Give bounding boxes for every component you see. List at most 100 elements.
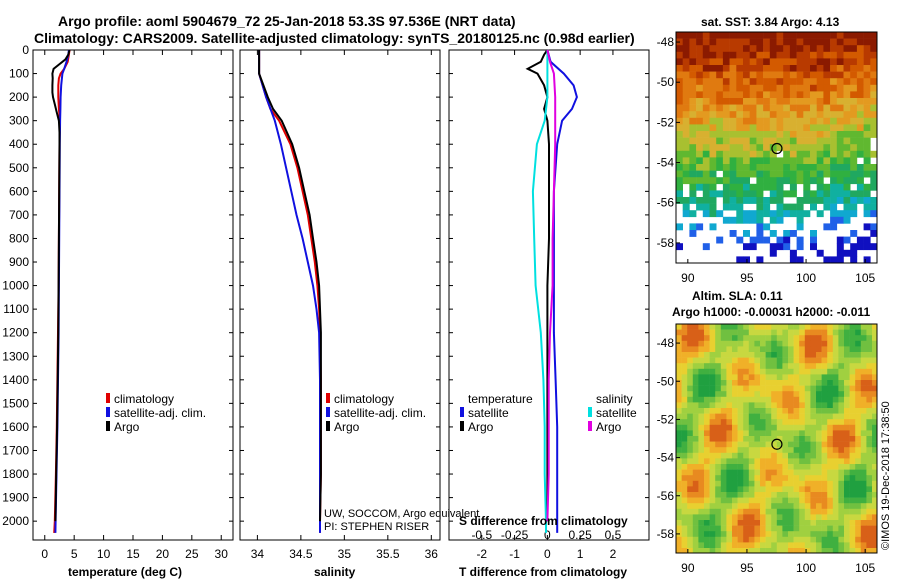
sst-cell (863, 144, 871, 152)
sla-cell (692, 402, 699, 409)
sla-cell (860, 503, 867, 510)
series-line-salinity-satellite (531, 50, 549, 533)
sla-cell (821, 469, 828, 476)
sla-cell (726, 486, 733, 493)
sst-cell (682, 104, 690, 112)
sst-cell (796, 137, 804, 145)
sla-cell (681, 536, 688, 543)
sla-cell (748, 352, 755, 358)
sla-cell (866, 436, 873, 442)
sla-cell (782, 458, 789, 465)
sla-cell (838, 380, 845, 386)
sla-cell (704, 402, 710, 409)
sst-cell (803, 190, 811, 198)
sst-cell (856, 98, 864, 105)
sla-cell (827, 520, 834, 526)
sst-cell (870, 71, 877, 79)
sla-cell (720, 447, 727, 454)
x-tick-label: 25 (185, 547, 199, 561)
sla-cell (709, 469, 716, 476)
sst-cell (803, 45, 811, 53)
sst-cell (709, 170, 717, 178)
sla-cell (799, 408, 806, 414)
sla-cell (844, 464, 850, 470)
depth-axis-ticks: 0100200300400500600700800900100011001200… (2, 43, 233, 528)
sla-cell (676, 329, 682, 336)
sla-cell (698, 368, 705, 375)
sla-cell (754, 441, 761, 448)
x-tick-label: 0 (41, 547, 48, 561)
sst-cell (803, 150, 811, 158)
sla-cell (855, 424, 862, 431)
sst-cell (722, 216, 730, 224)
sla-cell (793, 402, 800, 409)
sla-cell (832, 531, 839, 538)
sla-cell (827, 357, 834, 364)
sla-cell (799, 542, 806, 549)
sla-cell (743, 514, 750, 521)
sla-cell (793, 380, 800, 386)
sst-cell (843, 164, 851, 171)
sst-cell (796, 117, 804, 125)
sst-cell (769, 164, 777, 171)
sla-cell (726, 536, 733, 543)
sla-cell (726, 402, 733, 409)
sla-cell (676, 374, 682, 381)
sla-cell (715, 452, 722, 459)
sla-cell (709, 340, 716, 347)
sla-cell (754, 497, 761, 504)
sst-cell (776, 210, 784, 218)
sla-cell (788, 430, 794, 437)
sla-cell (832, 402, 839, 409)
sst-cell (743, 84, 750, 92)
sla-cell (810, 424, 817, 431)
sla-cell (849, 368, 856, 375)
sla-cell (732, 380, 738, 386)
sla-cell (687, 380, 694, 386)
sla-cell (771, 346, 778, 353)
sst-cell (763, 124, 771, 132)
sla-cell (692, 329, 699, 336)
sst-cell (709, 144, 717, 152)
t-difference-axis-ticks: -2 -1 0 1 2 (449, 49, 649, 561)
sla-cell (782, 536, 789, 543)
sst-cell (789, 71, 797, 79)
sst-cell (749, 117, 757, 125)
sla-cell (760, 380, 766, 386)
sla-cell (838, 430, 845, 437)
sla-cell (844, 452, 850, 459)
sla-cell (793, 385, 800, 392)
sst-cell (696, 104, 704, 112)
sst-cell (836, 164, 844, 171)
sla-cell (748, 497, 755, 504)
sst-cell (756, 216, 764, 224)
sst-cell (702, 197, 710, 204)
sst-cell (763, 65, 771, 72)
sla-cell (720, 492, 727, 498)
sla-cell (860, 340, 867, 347)
sla-cell (827, 391, 834, 398)
x-tick-label: 2 (610, 547, 617, 561)
sst-cell (736, 58, 744, 66)
sst-cell (843, 32, 851, 39)
sst-cell (769, 243, 777, 251)
sla-cell (782, 548, 789, 553)
sla-cell (726, 475, 733, 482)
sla-cell (698, 352, 705, 358)
sla-cell (732, 536, 738, 543)
sst-cell (850, 58, 858, 66)
sla-cell (698, 424, 705, 431)
sla-cell (782, 380, 789, 386)
sla-cell (799, 447, 806, 454)
sst-profile-location-marker (771, 142, 783, 155)
sla-cell (765, 486, 772, 493)
sla-cell (860, 464, 867, 470)
sst-cell (789, 32, 797, 39)
sst-cell (789, 98, 797, 105)
sst-cell (863, 104, 871, 112)
sla-cell (754, 458, 761, 465)
sst-cell (836, 65, 844, 72)
sst-cell (816, 38, 824, 46)
sla-cell (788, 531, 794, 538)
sla-cell (838, 548, 845, 553)
